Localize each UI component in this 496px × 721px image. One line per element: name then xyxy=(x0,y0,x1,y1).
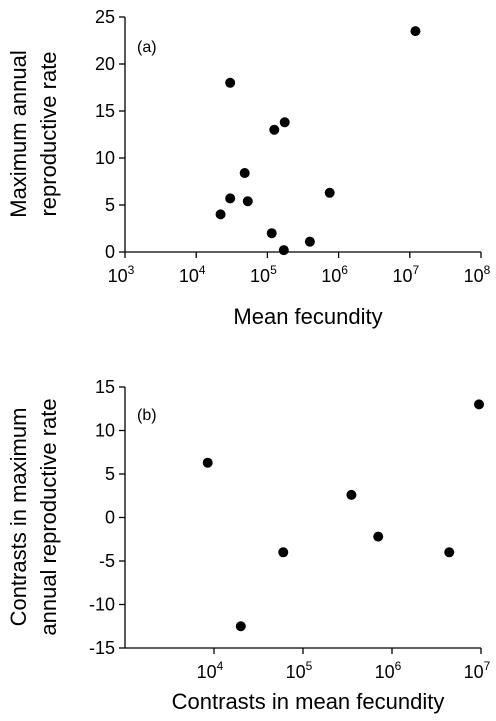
data-point xyxy=(215,209,226,220)
x-tick-label: 108 xyxy=(464,263,491,286)
data-point xyxy=(304,236,315,247)
data-point xyxy=(474,399,485,410)
x-tick-label: 106 xyxy=(375,659,402,682)
data-point xyxy=(346,489,357,500)
y-tick-label: 10 xyxy=(95,148,115,168)
y-tick-label: -10 xyxy=(89,595,115,615)
y-tick-label: -15 xyxy=(89,638,115,658)
x-tick-label: 105 xyxy=(286,659,313,682)
y-tick-label: 0 xyxy=(105,508,115,528)
data-point xyxy=(324,187,335,198)
y-axis-title-line: reproductive rate xyxy=(36,51,61,216)
y-tick-label: 20 xyxy=(95,54,115,74)
data-point xyxy=(202,457,213,468)
y-tick-label: 10 xyxy=(95,421,115,441)
data-point xyxy=(278,547,289,558)
data-point xyxy=(225,77,236,88)
x-axis-title: Mean fecundity xyxy=(233,304,382,329)
x-tick-label: 107 xyxy=(392,263,419,286)
data-point xyxy=(235,621,246,632)
y-tick-label: 5 xyxy=(105,464,115,484)
x-tick-label: 104 xyxy=(179,263,206,286)
x-tick-label: 105 xyxy=(250,263,277,286)
y-tick-label: 15 xyxy=(95,101,115,121)
data-point xyxy=(278,245,289,256)
y-tick-label: 0 xyxy=(105,242,115,262)
y-axis-title-line: Maximum annual xyxy=(6,50,31,218)
scatter-panel-a: 0 5 10 15 20 25 103 104 105 106 107 108 (a) Mean fecu… xyxy=(6,7,491,329)
data-point xyxy=(279,117,290,128)
y-tick-label: 15 xyxy=(95,377,115,397)
data-point xyxy=(269,124,280,135)
data-point xyxy=(266,228,277,239)
panel-label: (a) xyxy=(137,39,157,56)
data-point xyxy=(239,168,250,179)
data-point xyxy=(242,196,253,207)
x-tick-label: 106 xyxy=(321,263,348,286)
data-point xyxy=(225,193,236,204)
y-tick-label: 5 xyxy=(105,195,115,215)
x-axis-title: Contrasts in mean fecundity xyxy=(172,689,445,714)
y-axis-title-line: Contrasts in maximum xyxy=(6,408,31,627)
y-axis-title-line: annual reproductive rate xyxy=(36,398,61,635)
x-tick-label: 104 xyxy=(197,659,224,682)
x-tick-label: 107 xyxy=(464,659,491,682)
data-point xyxy=(444,547,455,558)
panel-label: (b) xyxy=(137,407,157,424)
data-point xyxy=(410,26,421,37)
y-tick-label: 25 xyxy=(95,7,115,27)
x-tick-label: 103 xyxy=(108,263,135,286)
y-tick-label: -5 xyxy=(99,551,115,571)
scatter-panel-b: -15 -10 -5 0 5 10 15 104 105 106 107 (b) Contrasts i… xyxy=(6,377,491,714)
data-point xyxy=(373,531,384,542)
